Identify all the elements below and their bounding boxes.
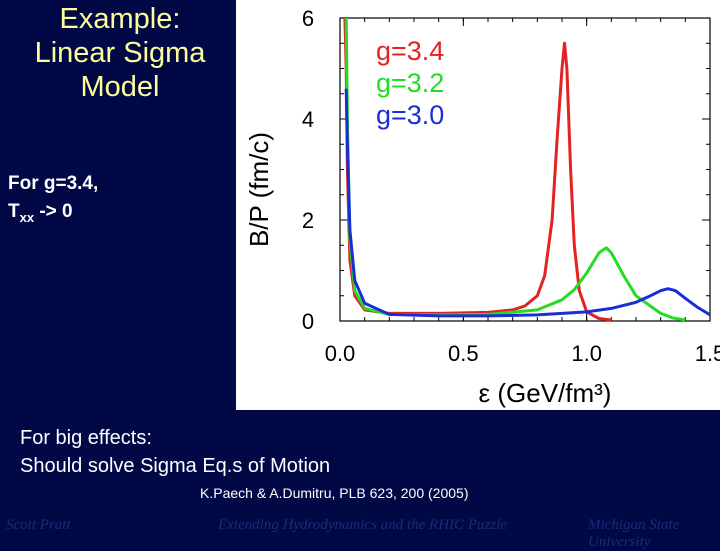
side-note-line-2: Txx -> 0 [8, 198, 98, 232]
side-note-suffix: -> 0 [34, 201, 73, 222]
x-axis-label: ε (GeV/fm³) [479, 378, 612, 408]
body-text: For big effects: Should solve Sigma Eq.s… [20, 424, 330, 480]
title-line-2: Linear Sigma [34, 37, 206, 69]
title-line-3: Model [80, 71, 160, 103]
legend-entry: g=3.2 [376, 68, 444, 98]
side-note-subscript: xx [19, 209, 35, 225]
body-line-1: For big effects: [20, 427, 152, 449]
side-note: For g=3.4, Txx -> 0 [8, 170, 98, 232]
footer-author: Scott Pratt [6, 517, 71, 533]
footer-talk-title: Extending Hydrodynamics and the RHIC Puz… [218, 517, 507, 533]
x-tick-label: 1.5 [695, 341, 720, 366]
legend-entry: g=3.4 [376, 36, 444, 66]
side-note-t: T [8, 201, 20, 222]
legend-entry: g=3.0 [376, 100, 444, 130]
line-chart: 0 2 4 6 0.0 0.5 1.0 1.5 ε (GeV/fm³) B/P (fm/c) g=3… [244, 6, 720, 408]
title-line-1: Example: [59, 3, 181, 35]
y-tick-label: 6 [302, 6, 314, 31]
x-tick-label: 0.5 [448, 341, 479, 366]
y-axis-label: B/P (fm/c) [244, 132, 274, 247]
y-tick-label: 4 [302, 107, 314, 132]
plot-panel: 0 2 4 6 0.0 0.5 1.0 1.5 ε (GeV/fm³) B/P (fm/c) g=3… [236, 0, 720, 410]
side-note-line-1: For g=3.4, [8, 173, 99, 194]
series-line-g=3.2 [344, 17, 686, 322]
x-tick-label: 1.0 [571, 341, 602, 366]
y-tick-label: 2 [302, 208, 314, 233]
series-line-g=3.0 [344, 88, 711, 318]
body-line-2: Should solve Sigma Eq.s of Motion [20, 455, 331, 477]
slide-title: Example: Linear Sigma Model [14, 2, 226, 104]
footer-institution: Michigan State University [588, 517, 680, 550]
y-tick-label: 0 [302, 309, 314, 334]
citation: K.Paech & A.Dumitru, PLB 623, 200 (2005) [200, 485, 469, 501]
x-tick-label: 0.0 [325, 341, 356, 366]
